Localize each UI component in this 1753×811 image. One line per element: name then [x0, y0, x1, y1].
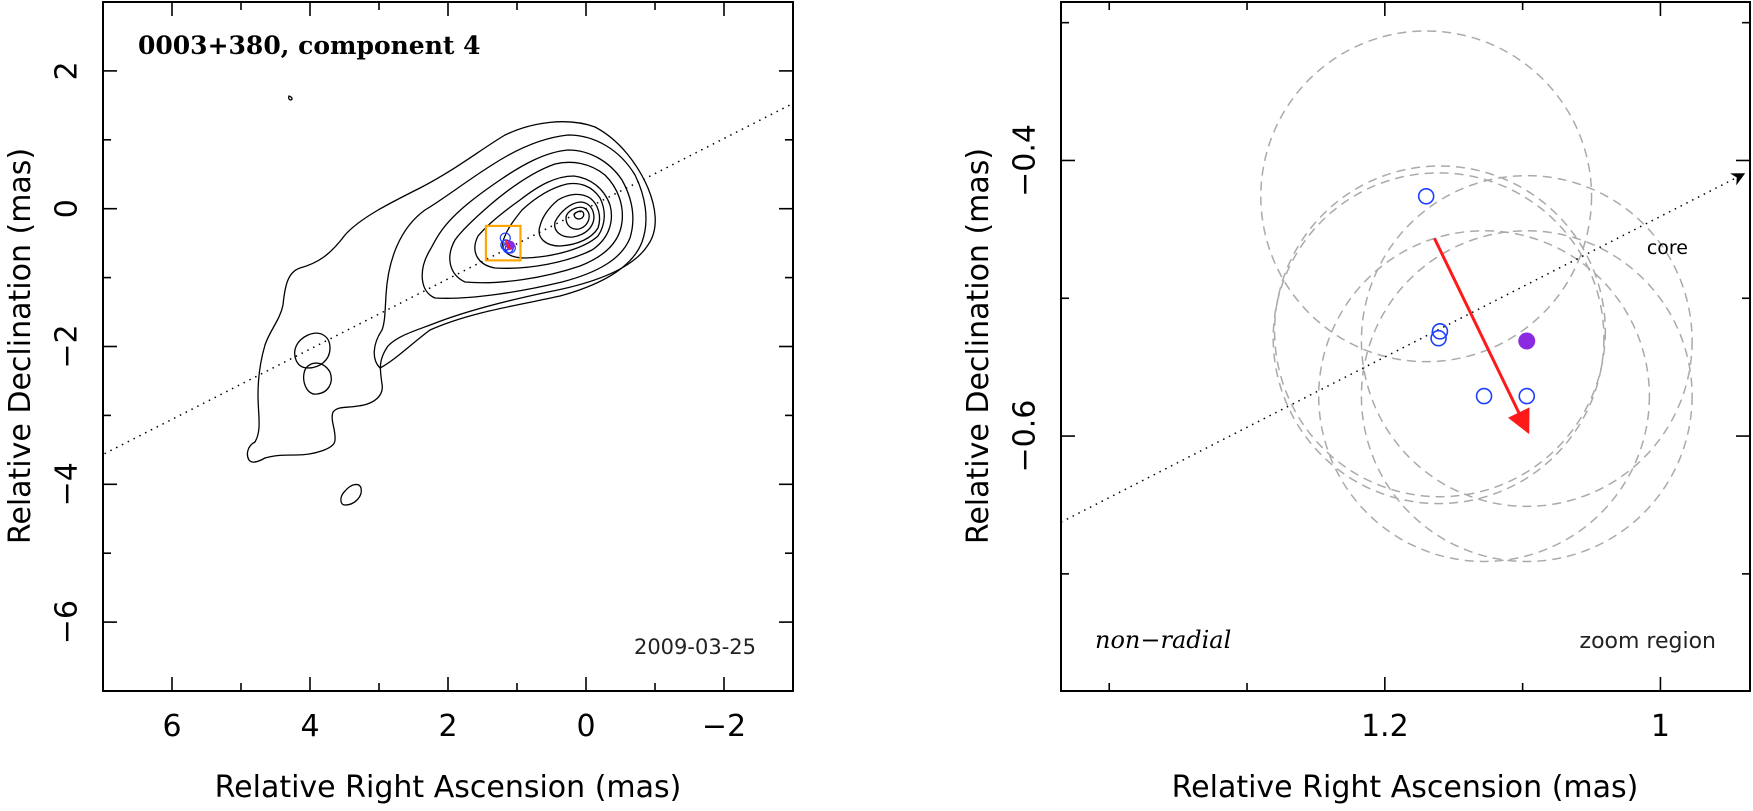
left-y-tick-label: 0 [50, 199, 85, 218]
right-x-tick-label: 1 [1651, 709, 1670, 744]
left-x-tick-label: −2 [702, 709, 746, 744]
left-plot-area [103, 95, 793, 506]
left-component-markers [499, 232, 516, 254]
left-axis-ticks: 6 4 2 0 −2 2 0 −2 −4 −6 [50, 1, 794, 744]
right-axis-ticks: 1.2 1 −0.4 −0.6 [1008, 2, 1750, 744]
right-y-tick-label: −0.4 [1008, 124, 1043, 197]
left-plot-frame [102, 1, 794, 692]
error-circle [1360, 229, 1693, 563]
contour-level-7 [538, 193, 601, 247]
left-open-position-marker [499, 232, 511, 244]
left-y-tick-label: −4 [50, 462, 85, 506]
left-x-tick-label: 6 [162, 709, 181, 744]
left-panel-contour-map: 6 4 2 0 −2 2 0 −2 −4 −6 [3, 1, 794, 805]
motion-vector-arrow [1433, 237, 1530, 435]
contour-map [246, 95, 656, 506]
error-circle [1273, 165, 1607, 498]
contour-island-west [302, 362, 332, 395]
open-position-marker [1417, 187, 1435, 205]
right-jet-ridge-line [1061, 173, 1746, 523]
error-circle [1317, 229, 1651, 563]
core-direction-label: core [1647, 237, 1688, 259]
right-plot-frame [1060, 1, 1751, 692]
contour-level-10 [573, 210, 585, 220]
epoch-date-label: 2009-03-25 [634, 635, 756, 659]
open-position-marker [1430, 329, 1447, 347]
error-circle [1360, 174, 1693, 508]
left-x-axis-label: Relative Right Ascension (mas) [215, 770, 682, 805]
non-radial-label: non−radial [1095, 626, 1231, 654]
contour-level-6 [502, 182, 605, 259]
contour-level-11 [293, 332, 331, 369]
right-x-axis-label: Relative Right Ascension (mas) [1172, 770, 1639, 805]
right-plot-area [1061, 30, 1746, 563]
error-circle [1272, 172, 1605, 505]
position-markers [1417, 187, 1536, 405]
contour-island-south [340, 483, 362, 506]
left-x-tick-label: 0 [576, 709, 595, 744]
contour-level-4 [449, 161, 624, 284]
error-circle [1260, 30, 1593, 363]
contour-level-1 [246, 121, 656, 463]
contour-level-8 [554, 201, 595, 238]
zoom-region-box [484, 224, 522, 262]
right-y-tick-label: −0.6 [1008, 400, 1043, 473]
contour-level-3 [421, 149, 634, 299]
right-y-axis-label: Relative Declination (mas) [961, 148, 996, 544]
right-panel-zoom: 1.2 1 −0.4 −0.6 core non−radial zoom region… [961, 1, 1751, 805]
left-x-tick-label: 2 [438, 709, 457, 744]
right-x-tick-label: 1.2 [1361, 709, 1409, 744]
left-y-axis-label: Relative Declination (mas) [3, 148, 38, 544]
left-plot-title: 0003+380, component 4 [138, 31, 481, 60]
contour-speck [287, 95, 293, 101]
open-position-marker [1518, 387, 1536, 405]
left-x-tick-label: 4 [300, 709, 319, 744]
open-position-marker [1431, 323, 1449, 340]
left-y-tick-label: 2 [50, 61, 85, 80]
left-y-tick-label: −2 [50, 324, 85, 368]
left-motion-vector [504, 239, 512, 251]
zoom-region-label: zoom region [1580, 629, 1716, 654]
filled-position-marker [1518, 332, 1536, 350]
contour-level-5 [474, 175, 613, 269]
left-y-tick-label: −6 [50, 600, 85, 644]
contour-level-2 [373, 134, 647, 369]
contour-level-9 [565, 206, 590, 230]
error-circles [1260, 30, 1693, 563]
open-position-marker [1475, 387, 1493, 405]
